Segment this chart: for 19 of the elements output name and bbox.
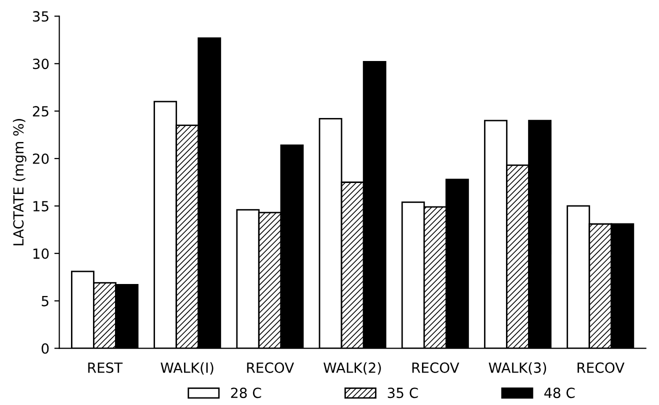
x-tick-label: WALK(2): [324, 362, 381, 375]
x-tick-label: WALK(3): [488, 362, 546, 375]
x-tick-label: REST: [88, 362, 123, 373]
y-tick-label: 35: [32, 11, 48, 22]
y-tick-label: 20: [32, 153, 49, 164]
x-tick-label: RECOV: [578, 362, 624, 373]
legend-label: 28 C: [231, 388, 262, 398]
x-tick-label: RECOV: [247, 362, 294, 373]
y-tick-label: 15: [33, 201, 48, 212]
y-tick-label: 10: [33, 248, 49, 259]
y-tick-label: 30: [32, 58, 49, 70]
x-tick-label: WALK(I): [160, 362, 214, 375]
x-tick-label: RECOV: [412, 362, 460, 373]
legend-label: 35 C: [388, 388, 418, 398]
y-tick-label: 0: [42, 343, 49, 354]
y-axis-title: LACTATE (mgm %): [12, 119, 26, 246]
y-tick-label: 25: [32, 106, 48, 117]
legend-label: 48 C: [544, 388, 575, 398]
y-tick-label: 5: [42, 296, 48, 306]
